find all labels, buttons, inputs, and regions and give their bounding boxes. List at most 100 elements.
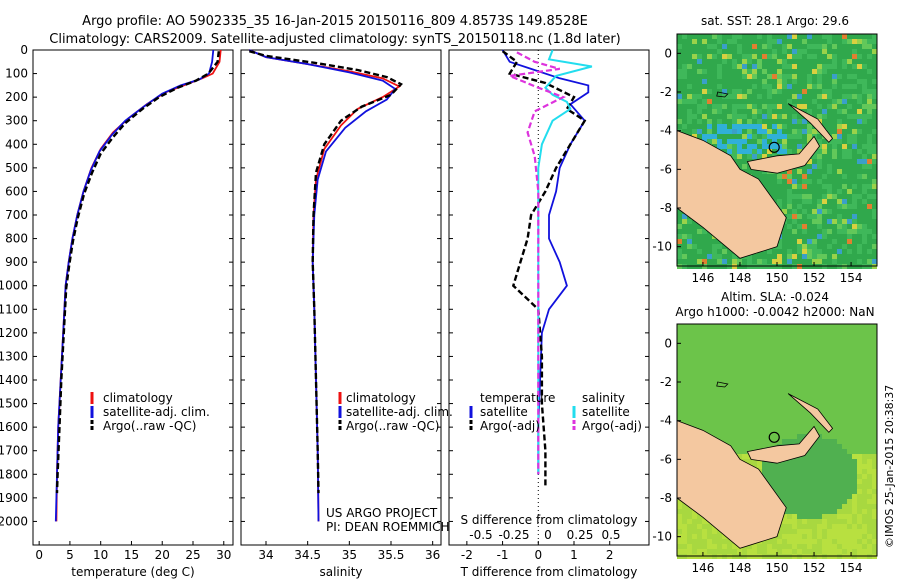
map-cell [862,174,867,179]
map-cell [837,39,842,44]
map-cell [742,414,747,419]
map-cell [687,419,692,424]
map-cell [797,359,802,364]
map-cell [782,389,787,394]
map-cell [857,154,862,159]
map-cell [727,74,732,79]
map-cell [767,79,772,84]
map-cell [857,464,862,469]
map-cell [752,144,757,149]
map-cell [832,339,837,344]
map-cell [747,419,752,424]
map-cell [727,329,732,334]
map-cell [842,494,847,499]
map-cell [767,464,772,469]
difference-x-ticks: -2 -1 0 1 2-0.5 -0.25 0 0.25 0.5 [461,528,621,562]
map-cell [802,499,807,504]
map-cell [762,254,767,259]
map-cell [852,54,857,59]
map-cell [807,194,812,199]
map-cell [847,234,852,239]
map-cell [772,484,777,489]
map-cell [732,444,737,449]
map-cell [772,184,777,189]
map-cell [807,224,812,229]
map-cell [727,539,732,544]
map-cell [752,399,757,404]
map-cell [802,464,807,469]
map-cell [817,164,822,169]
map-cell [842,444,847,449]
depth-tick-label: 100 [5,67,28,81]
map-cell [677,84,682,89]
map-cell [707,529,712,534]
map-cell [777,34,782,39]
map-cell [732,329,737,334]
map-cell [762,144,767,149]
map-cell [697,254,702,259]
map-cell [827,129,832,134]
map-cell [857,69,862,74]
map-cell [757,414,762,419]
map-cell [752,39,757,44]
map-cell [762,369,767,374]
map-cell [742,99,747,104]
map-cell [852,174,857,179]
map-cell [762,474,767,479]
map-cell [787,34,792,39]
map-cell [767,339,772,344]
map-cell [822,64,827,69]
map-cell [717,394,722,399]
map-cell [832,44,837,49]
map-cell [862,109,867,114]
map-cell [827,224,832,229]
map-cell [722,539,727,544]
map-cell [847,34,852,39]
map-cell [727,379,732,384]
map-cell [837,244,842,249]
map-cell [752,64,757,69]
map-cell [707,369,712,374]
map-cell [762,149,767,154]
map-cell [822,414,827,419]
map-cell [847,204,852,209]
map-cell [827,174,832,179]
map-cell [782,199,787,204]
map-cell [712,259,717,264]
map-cell [807,219,812,224]
map-cell [757,124,762,129]
map-cell [812,364,817,369]
map-cell [852,119,857,124]
map-cell [732,94,737,99]
salinity-xlabel: salinity [319,565,362,579]
map-cell [687,244,692,249]
map-cell [682,234,687,239]
map-cell [717,139,722,144]
map-cell [692,44,697,49]
map-cell [802,324,807,329]
s-diff-tick-label: 0.25 [567,528,594,542]
map-cell [732,69,737,74]
map-cell [727,129,732,134]
salinity-legend: climatology satellite-adj. clim. Argo(..… [338,391,453,433]
new-britain-land [746,425,821,464]
map-cell [682,384,687,389]
map-cell [837,344,842,349]
map-cell [727,399,732,404]
map-cell [832,429,837,434]
map-cell [867,104,872,109]
map-cell [862,504,867,509]
map-cell [827,324,832,329]
map-cell [862,189,867,194]
map-cell [792,179,797,184]
map-cell [747,459,752,464]
map-cell [702,534,707,539]
map-cell [712,529,717,534]
map-cell [842,349,847,354]
map-cell [712,119,717,124]
map-cell [727,79,732,84]
map-cell [837,134,842,139]
map-cell [782,499,787,504]
map-cell [862,529,867,534]
map-cell [837,449,842,454]
